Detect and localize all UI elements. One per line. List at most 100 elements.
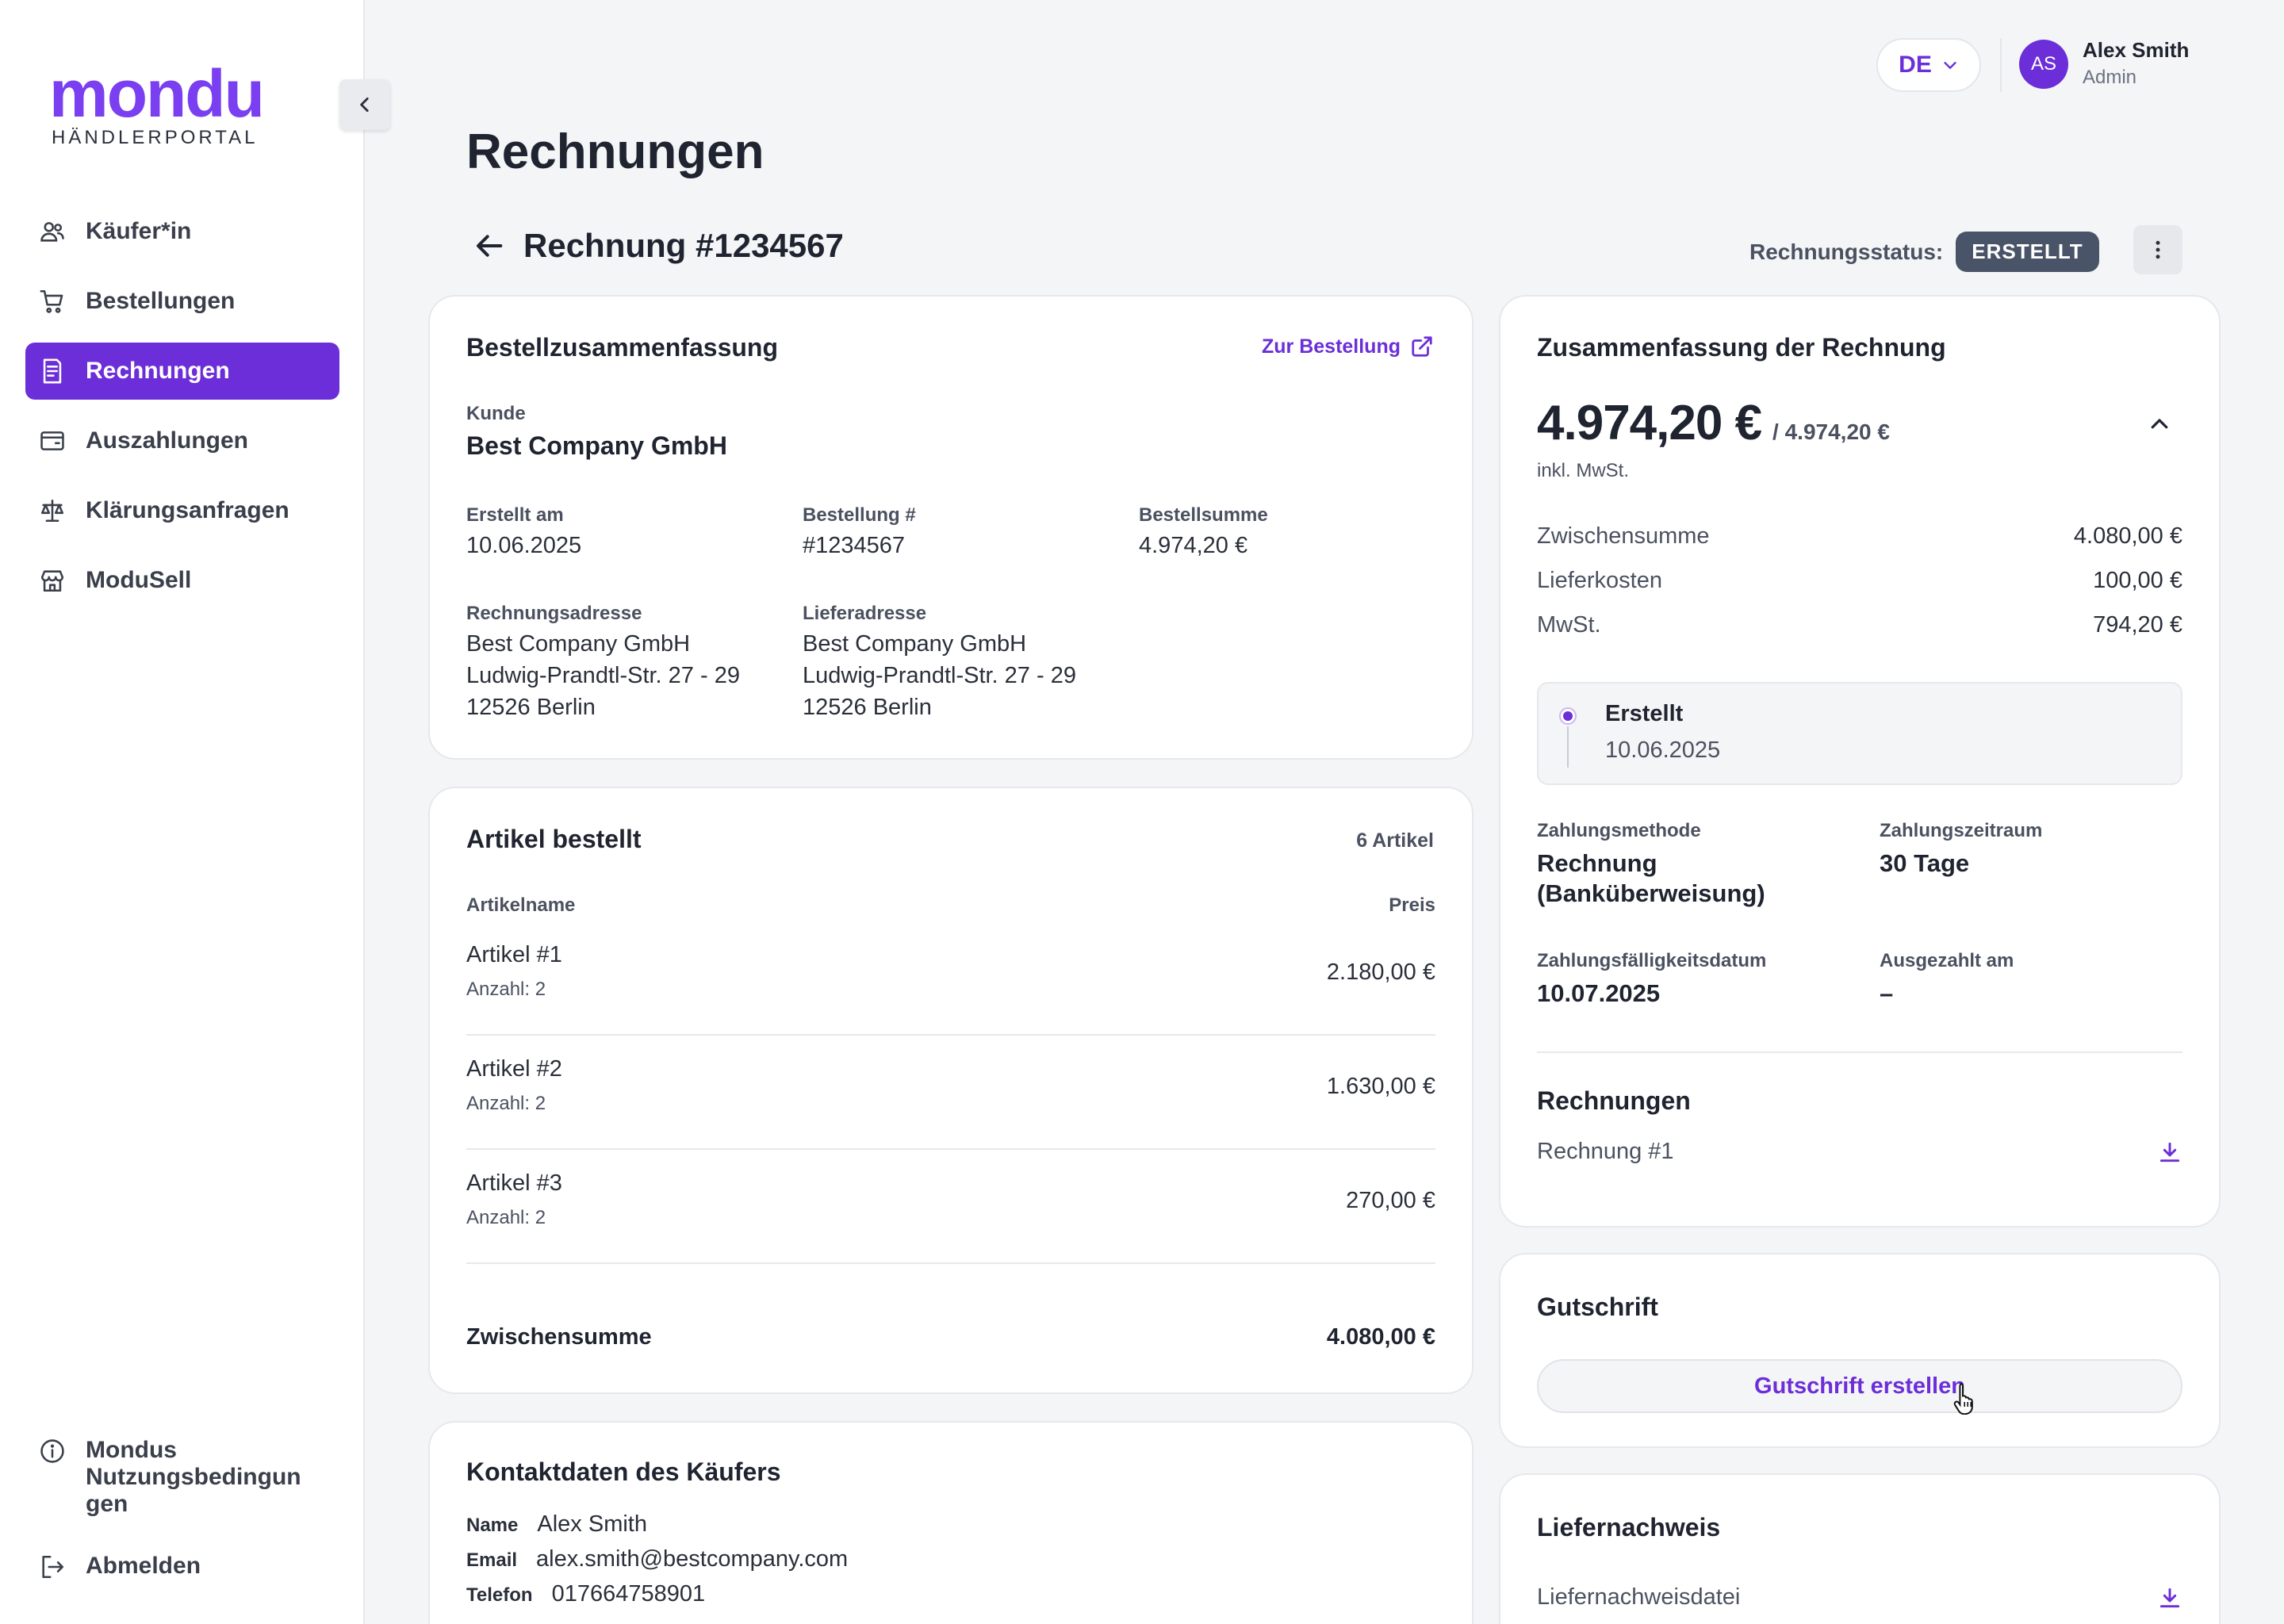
item-name: Artikel #1 [466,942,562,967]
invoice-status: Rechnungsstatus: ERSTELLT [1749,232,2099,272]
cart-icon [38,287,67,316]
payment-method-line-2: (Banküberweisung) [1537,879,1765,907]
order-summary-card: Bestellzusammenfassung Zur Bestellung Ku… [428,295,1473,760]
arrow-left-icon [477,235,503,257]
created-value: 10.06.2025 [466,533,582,558]
table-row: Artikel #1 Anzahl: 2 2.180,00 € [466,921,1435,1036]
info-icon [38,1437,67,1465]
user-role: Admin [2083,67,2137,88]
sidebar-item-label: Bestellungen [86,288,236,314]
sidebar-item-modusell[interactable]: ModuSell [25,552,339,609]
status-timeline: Erstellt 10.06.2025 [1537,682,2182,785]
contact-email-label: Email [466,1549,518,1571]
contact-email-value[interactable]: alex.smith@bestcompany.com [536,1546,849,1572]
incl-vat-note: inkl. MwSt. [1537,460,1630,481]
create-credit-note-button[interactable]: Gutschrift erstellen [1537,1359,2182,1413]
shipping-address-label: Lieferadresse [803,603,927,624]
item-count: 6 Artikel [1356,829,1434,852]
page-title: Rechnungen [466,124,765,179]
items-subtotal-label: Zwischensumme [466,1324,652,1350]
logout-icon [38,1553,67,1581]
topbar-divider [2000,38,2002,92]
wallet-icon [38,427,67,455]
status-badge: ERSTELLT [1956,232,2099,272]
chevron-up-icon [2151,419,2168,429]
collapse-sidebar-button[interactable] [339,79,390,130]
summary-row-label: MwSt. [1537,612,1601,638]
order-number-value: #1234567 [803,533,906,558]
sidebar-item-rechnungen[interactable]: Rechnungen [25,343,339,400]
mondu-logo[interactable]: mondu HÄNDLERPORTAL [49,56,265,149]
contact-name-value: Alex Smith [537,1511,647,1537]
sidebar-item-auszahlungen[interactable]: Auszahlungen [25,412,339,469]
billing-line-1: Best Company GmbH [466,631,691,657]
summary-row-shipping: Lieferkosten 100,00 € [1537,568,2182,594]
table-row: Artikel #3 Anzahl: 2 270,00 € [466,1150,1435,1264]
item-price: 270,00 € [1346,1188,1435,1213]
sidebar-item-kaeufer[interactable]: Käufer*in [25,203,339,260]
scale-icon [38,496,67,525]
terms-line-1: Mondus [86,1437,177,1463]
item-name: Artikel #3 [466,1170,562,1196]
payment-method-value: Rechnung (Banküberweisung) [1537,848,1765,909]
sidebar-item-klaerungsanfragen[interactable]: Klärungsanfragen [25,482,339,539]
download-delivery-button[interactable] [2157,1585,2182,1611]
logo-subtitle: HÄNDLERPORTAL [52,127,259,148]
contact-phone-row: Telefon 017664758901 [466,1581,705,1607]
items-subtotal-row: Zwischensumme 4.080,00 € [466,1324,1435,1350]
sidebar-nav: Käufer*in Bestellungen Rechnungen Auszah… [25,203,339,622]
user-name[interactable]: Alex Smith [2083,38,2190,62]
more-vertical-icon [2156,240,2160,259]
download-invoice-button[interactable] [2157,1139,2182,1165]
invoice-amount-open: 4.974,20 € [1537,396,1762,450]
item-quantity: Anzahl: 2 [466,1093,546,1114]
summary-row-subtotal: Zwischensumme 4.080,00 € [1537,523,2182,550]
invoices-subtitle: Rechnungen [1537,1086,1691,1115]
payment-term-label: Zahlungszeitraum [1880,820,2043,841]
billing-address-label: Rechnungsadresse [466,603,642,624]
ordered-items-title: Artikel bestellt [466,825,642,853]
sidebar-item-logout[interactable]: Abmelden [25,1546,339,1581]
items-table-header: Artikelname Preis [466,894,1435,917]
invoice-summary-card: Zusammenfassung der Rechnung 4.974,20 € … [1499,295,2221,1228]
logo-wordmark: mondu [49,56,265,131]
invoice-header: Rechnung #1234567 [474,227,844,265]
back-button[interactable] [474,230,506,262]
avatar[interactable]: AS [2019,40,2068,89]
go-to-order-link[interactable]: Zur Bestellung [1262,335,1434,358]
paid-out-label: Ausgezahlt am [1880,950,2014,971]
delivery-file-name: Liefernachweisdatei [1537,1584,1741,1610]
contact-name-label: Name [466,1515,519,1536]
go-to-order-label: Zur Bestellung [1261,335,1401,358]
sidebar-bottom: Mondus Nutzungsbedingun gen Abmelden [25,1431,339,1610]
language-select[interactable]: DE [1876,38,1981,92]
more-options-button[interactable] [2133,225,2182,274]
item-price: 2.180,00 € [1326,959,1435,985]
summary-row-vat: MwSt. 794,20 € [1537,612,2182,638]
item-name: Artikel #2 [466,1056,562,1082]
column-header-name: Artikelname [466,894,576,916]
shipping-line-3: 12526 Berlin [803,695,932,720]
invoice-summary-title: Zusammenfassung der Rechnung [1537,333,1946,362]
language-value: DE [1899,52,1932,78]
due-date-value: 10.07.2025 [1537,979,1661,1007]
contact-phone-value: 017664758901 [551,1581,706,1607]
item-quantity: Anzahl: 2 [466,979,546,1000]
invoice-icon [38,357,67,385]
invoice-title: Rechnung #1234567 [523,227,844,264]
column-header-price: Preis [1389,894,1435,916]
sidebar-item-bestellungen[interactable]: Bestellungen [25,273,339,330]
sidebar-item-label: Klärungsanfragen [86,497,289,523]
order-number-label: Bestellung # [803,504,916,526]
sidebar-item-terms[interactable]: Mondus Nutzungsbedingun gen [25,1431,339,1518]
invoice-amount: 4.974,20 € / 4.974,20 € [1537,395,1890,451]
summary-row-value: 794,20 € [2093,612,2182,638]
invoice-file-name: Rechnung #1 [1537,1139,1674,1164]
users-icon [38,217,67,246]
payment-term-value: 30 Tage [1880,849,1970,877]
collapse-summary-button[interactable] [2148,412,2171,436]
items-subtotal-value: 4.080,00 € [1326,1324,1435,1350]
delivery-file-row: Liefernachweisdatei [1537,1584,2182,1611]
sidebar-item-label: Rechnungen [86,358,230,384]
chevron-down-icon [1944,62,1956,69]
